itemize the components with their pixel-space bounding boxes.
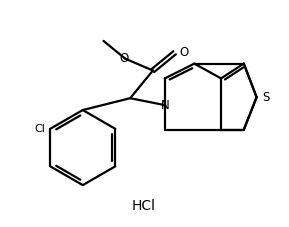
Text: O: O — [120, 52, 129, 65]
Text: HCl: HCl — [132, 199, 156, 213]
Text: Cl: Cl — [34, 124, 45, 134]
Text: O: O — [179, 46, 188, 59]
Text: N: N — [161, 99, 170, 112]
Text: S: S — [262, 91, 269, 104]
